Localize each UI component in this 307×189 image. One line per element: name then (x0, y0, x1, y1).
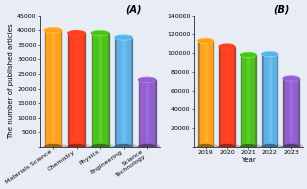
Bar (269, 54, 271, 147)
Bar (290, 78, 292, 147)
Ellipse shape (91, 32, 108, 35)
Bar (68, 33, 70, 147)
Bar (107, 33, 108, 147)
Ellipse shape (266, 145, 282, 148)
Bar (198, 41, 200, 147)
Ellipse shape (68, 144, 85, 149)
Ellipse shape (115, 144, 132, 149)
Bar (212, 41, 213, 147)
Ellipse shape (91, 144, 108, 149)
Bar (247, 55, 250, 147)
Ellipse shape (198, 38, 213, 43)
Bar (45, 30, 46, 147)
Bar (285, 78, 297, 147)
Bar (99, 33, 101, 147)
Bar (219, 46, 221, 147)
Ellipse shape (45, 28, 61, 33)
Bar (122, 37, 125, 147)
Ellipse shape (68, 32, 85, 35)
Ellipse shape (68, 31, 85, 36)
Bar (46, 30, 60, 147)
Ellipse shape (283, 76, 299, 81)
Bar (141, 80, 154, 147)
Ellipse shape (138, 144, 156, 149)
Ellipse shape (45, 144, 61, 149)
Bar (70, 33, 83, 147)
Ellipse shape (241, 53, 256, 57)
Bar (60, 30, 61, 147)
Bar (146, 80, 148, 147)
Ellipse shape (223, 145, 240, 148)
Ellipse shape (115, 36, 132, 39)
Ellipse shape (283, 144, 299, 149)
Y-axis label: The number of published articles: The number of published articles (8, 23, 14, 139)
Bar (52, 30, 54, 147)
Ellipse shape (72, 145, 91, 148)
Ellipse shape (138, 78, 156, 81)
Ellipse shape (262, 144, 278, 149)
Ellipse shape (119, 145, 138, 148)
Ellipse shape (241, 53, 256, 57)
Ellipse shape (219, 45, 235, 48)
Bar (154, 80, 156, 147)
Ellipse shape (244, 145, 261, 148)
Bar (233, 46, 235, 147)
Ellipse shape (219, 44, 235, 49)
X-axis label: Year: Year (241, 157, 256, 163)
Ellipse shape (198, 40, 213, 43)
Bar (297, 78, 299, 147)
Bar (242, 55, 254, 147)
Ellipse shape (219, 144, 235, 149)
Bar (264, 54, 276, 147)
Bar (226, 46, 228, 147)
Ellipse shape (91, 31, 108, 36)
Bar (75, 33, 78, 147)
Text: (A): (A) (125, 4, 142, 14)
Ellipse shape (287, 145, 304, 148)
Ellipse shape (201, 145, 218, 148)
Ellipse shape (283, 77, 299, 80)
Bar (241, 55, 242, 147)
Ellipse shape (262, 52, 278, 57)
Bar (254, 55, 256, 147)
Ellipse shape (138, 77, 156, 82)
Ellipse shape (241, 144, 256, 149)
Bar (117, 37, 130, 147)
Bar (130, 37, 132, 147)
Bar (138, 80, 141, 147)
Ellipse shape (45, 29, 61, 32)
Ellipse shape (198, 144, 213, 149)
Ellipse shape (48, 145, 67, 148)
Bar (276, 54, 278, 147)
Ellipse shape (115, 35, 132, 40)
Bar (91, 33, 93, 147)
Bar (262, 54, 264, 147)
Ellipse shape (95, 145, 114, 148)
Bar (93, 33, 107, 147)
Bar (200, 41, 212, 147)
Bar (83, 33, 85, 147)
Bar (204, 41, 207, 147)
Ellipse shape (262, 53, 278, 56)
Text: (B): (B) (273, 4, 289, 14)
Bar (221, 46, 233, 147)
Ellipse shape (142, 145, 161, 148)
Bar (283, 78, 285, 147)
Bar (115, 37, 117, 147)
